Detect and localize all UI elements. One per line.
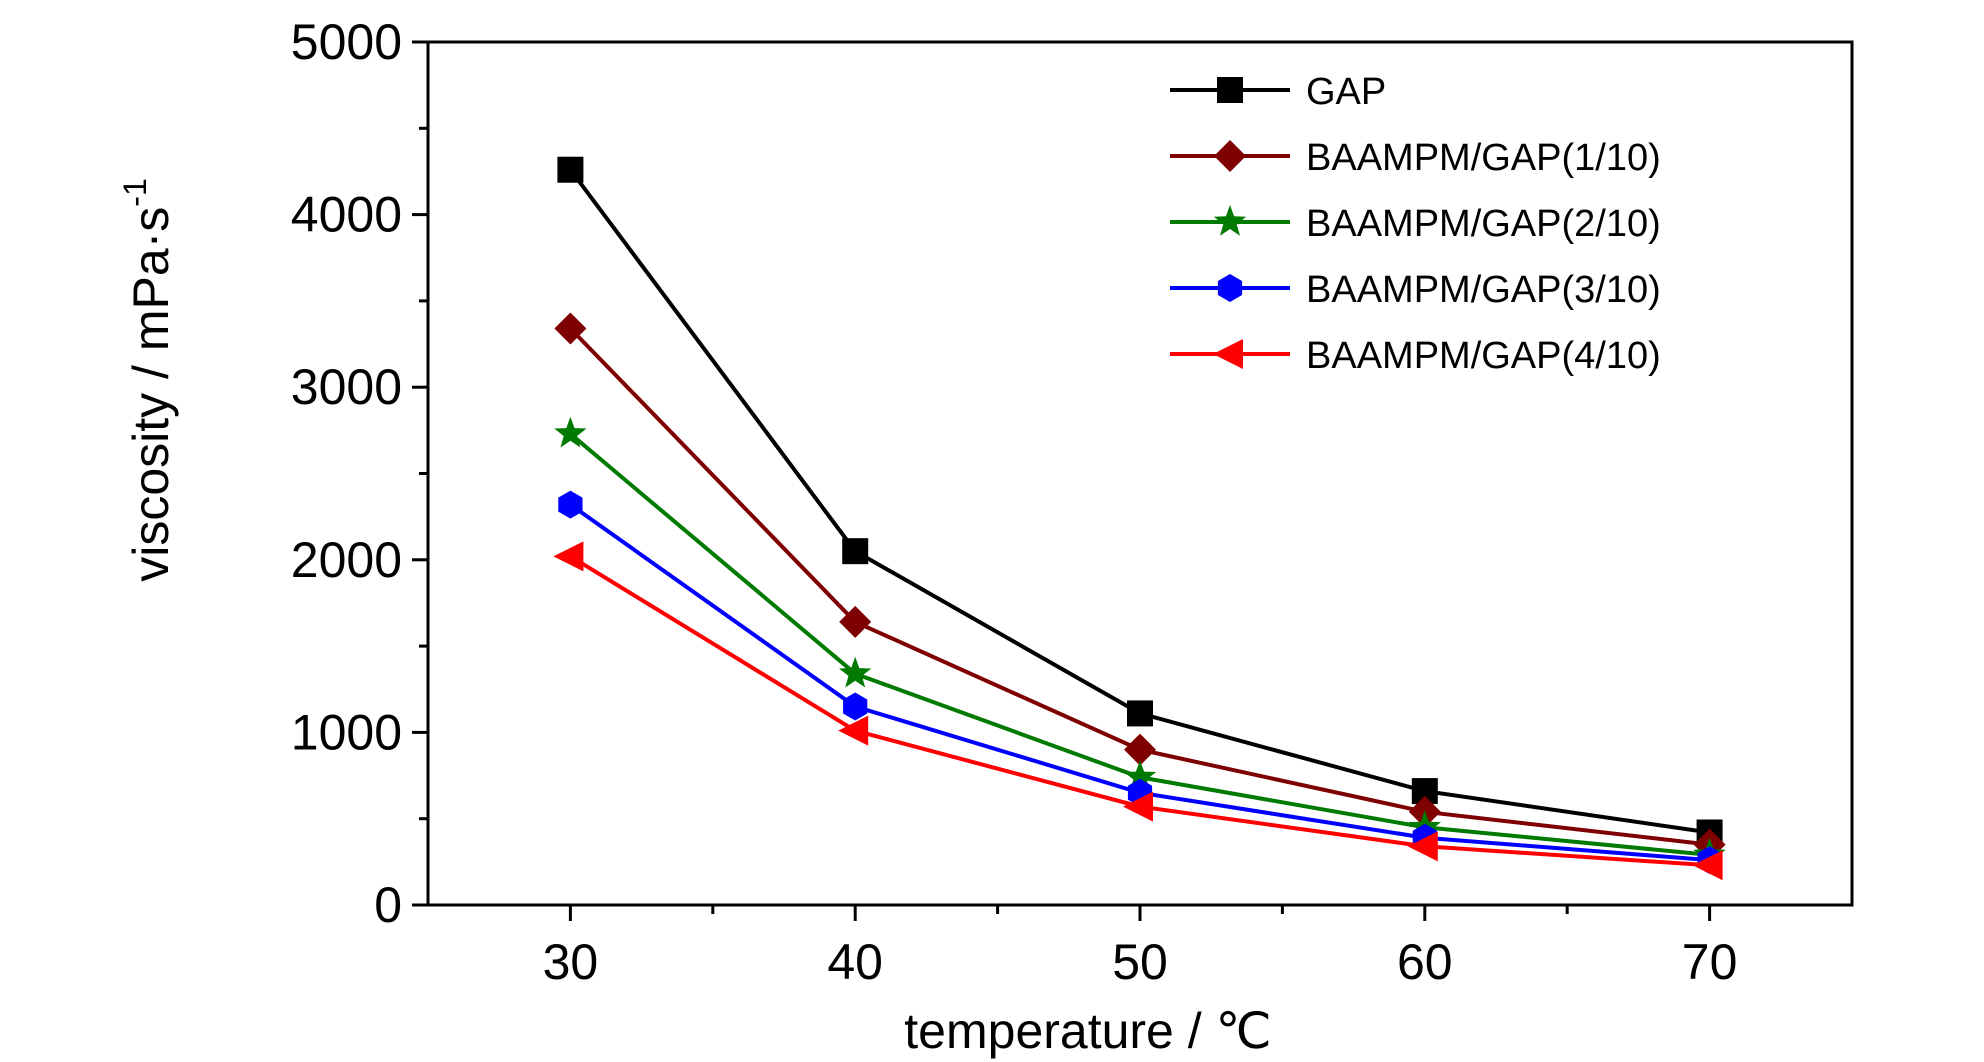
data-point bbox=[1123, 791, 1153, 822]
series-layer bbox=[553, 156, 1726, 881]
data-point bbox=[554, 312, 587, 345]
y-tick-label: 2000 bbox=[291, 532, 402, 588]
x-axis-title: temperature / ℃ bbox=[904, 1003, 1271, 1059]
x-tick-label: 60 bbox=[1397, 934, 1453, 990]
legend-label: BAAMPM/GAP(3/10) bbox=[1306, 269, 1661, 311]
legend-label: BAAMPM/GAP(1/10) bbox=[1306, 137, 1661, 179]
y-axis-title-main: viscosity / mPa·s bbox=[123, 207, 179, 582]
x-tick-label: 70 bbox=[1682, 934, 1738, 990]
series-3 bbox=[558, 490, 1722, 875]
data-point bbox=[838, 715, 869, 746]
data-point bbox=[554, 416, 587, 448]
series-4 bbox=[553, 541, 1723, 881]
legend-marker bbox=[1213, 339, 1243, 369]
legend-entry: BAAMPM/GAP(4/10) bbox=[1170, 335, 1661, 377]
data-point bbox=[1692, 850, 1723, 881]
data-point bbox=[1123, 760, 1157, 791]
legend-entry: BAAMPM/GAP(3/10) bbox=[1170, 269, 1661, 311]
y-axis-title-superscript: -1 bbox=[117, 178, 153, 206]
data-point bbox=[1124, 733, 1156, 766]
legend-marker bbox=[1214, 140, 1246, 172]
y-tick-label: 0 bbox=[374, 877, 402, 933]
data-point bbox=[839, 605, 872, 638]
data-point bbox=[1127, 700, 1153, 727]
data-point bbox=[557, 156, 584, 183]
legend-label: BAAMPM/GAP(2/10) bbox=[1306, 203, 1661, 245]
y-tick-label: 1000 bbox=[291, 704, 402, 760]
y-tick-label: 5000 bbox=[291, 14, 402, 70]
y-tick-label: 3000 bbox=[291, 359, 402, 415]
data-point bbox=[558, 490, 583, 519]
legend-entry: BAAMPM/GAP(2/10) bbox=[1170, 203, 1661, 245]
legend-label: BAAMPM/GAP(4/10) bbox=[1306, 335, 1661, 377]
x-tick-label: 40 bbox=[827, 934, 883, 990]
data-point bbox=[839, 656, 872, 688]
legend-marker bbox=[1213, 205, 1247, 236]
legend-label: GAP bbox=[1306, 71, 1386, 113]
x-tick-label: 30 bbox=[543, 934, 599, 990]
data-point bbox=[1407, 831, 1438, 862]
data-point bbox=[843, 692, 868, 721]
data-point bbox=[842, 538, 869, 565]
legend: GAP BAAMPM/GAP(1/10) BAAMPM/GAP(2/10) BAAMP… bbox=[1170, 71, 1661, 377]
y-tick-label: 4000 bbox=[291, 187, 402, 243]
y-axis-title: viscosity / mPa·s-1 bbox=[117, 178, 179, 582]
legend-entry: BAAMPM/GAP(1/10) bbox=[1170, 137, 1661, 179]
legend-marker bbox=[1217, 274, 1243, 302]
axes: 0 1000 2000 3000 4000 5000 30 40 50 60 70 bbox=[291, 14, 1854, 990]
x-tick-label: 50 bbox=[1112, 934, 1168, 990]
legend-marker bbox=[1217, 77, 1243, 103]
legend-entry: GAP bbox=[1170, 71, 1386, 113]
data-point bbox=[553, 541, 584, 572]
